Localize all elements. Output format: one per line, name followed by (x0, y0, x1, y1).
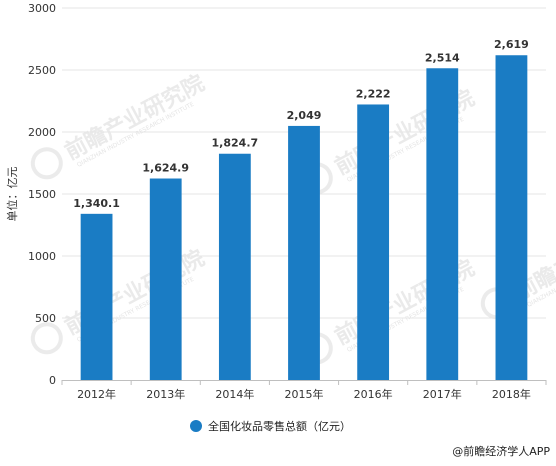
data-label: 2,049 (287, 109, 322, 122)
y-tick-label: 1500 (28, 188, 56, 201)
bar (357, 104, 390, 381)
legend-marker (190, 420, 202, 432)
x-tick-label: 2013年 (146, 387, 185, 401)
data-label: 1,824.7 (212, 137, 259, 150)
data-label: 2,514 (425, 51, 460, 64)
bar (288, 125, 320, 380)
legend: 全国化妆品零售总额（亿元） (190, 419, 351, 433)
y-axis-ticks: 0 500 1000 1500 2000 2500 3000 (28, 2, 56, 387)
x-tick-label: 2017年 (423, 387, 462, 401)
x-axis-ticks: 2012年 2013年 2014年 2015年 2016年 2017年 2018年 (61, 380, 547, 401)
bar-series (80, 55, 528, 381)
data-label: 1,340.1 (73, 197, 120, 210)
data-label: 2,222 (356, 87, 391, 100)
y-tick-label: 2000 (28, 126, 56, 139)
y-axis-label: 单位：亿元 (5, 167, 19, 222)
bar (80, 213, 113, 380)
x-tick-label: 2016年 (354, 387, 393, 401)
bar (426, 68, 459, 380)
data-label: 2,619 (494, 38, 529, 51)
legend-label: 全国化妆品零售总额（亿元） (208, 419, 351, 433)
y-tick-label: 0 (49, 374, 56, 387)
x-tick-label: 2015年 (285, 387, 324, 401)
bar (218, 153, 251, 380)
bar (495, 55, 528, 381)
data-label: 1,624.9 (142, 162, 189, 175)
y-tick-label: 500 (35, 312, 56, 325)
data-labels: 1,340.1 1,624.9 1,824.7 2,049 2,222 2,514 2,61… (73, 38, 529, 210)
y-tick-label: 3000 (28, 2, 56, 15)
watermark-logo-icon (30, 322, 63, 355)
x-tick-label: 2012年 (77, 387, 116, 401)
bar (149, 178, 182, 380)
watermark-text: 前瞻产业研究院 (61, 70, 209, 165)
y-tick-label: 1000 (28, 250, 56, 263)
y-tick-label: 2500 (28, 64, 56, 77)
watermark-logo-icon (30, 147, 63, 180)
x-tick-label: 2018年 (492, 387, 531, 401)
x-tick-label: 2014年 (215, 387, 254, 401)
source-credit: @前瞻经济学人APP (452, 444, 550, 458)
